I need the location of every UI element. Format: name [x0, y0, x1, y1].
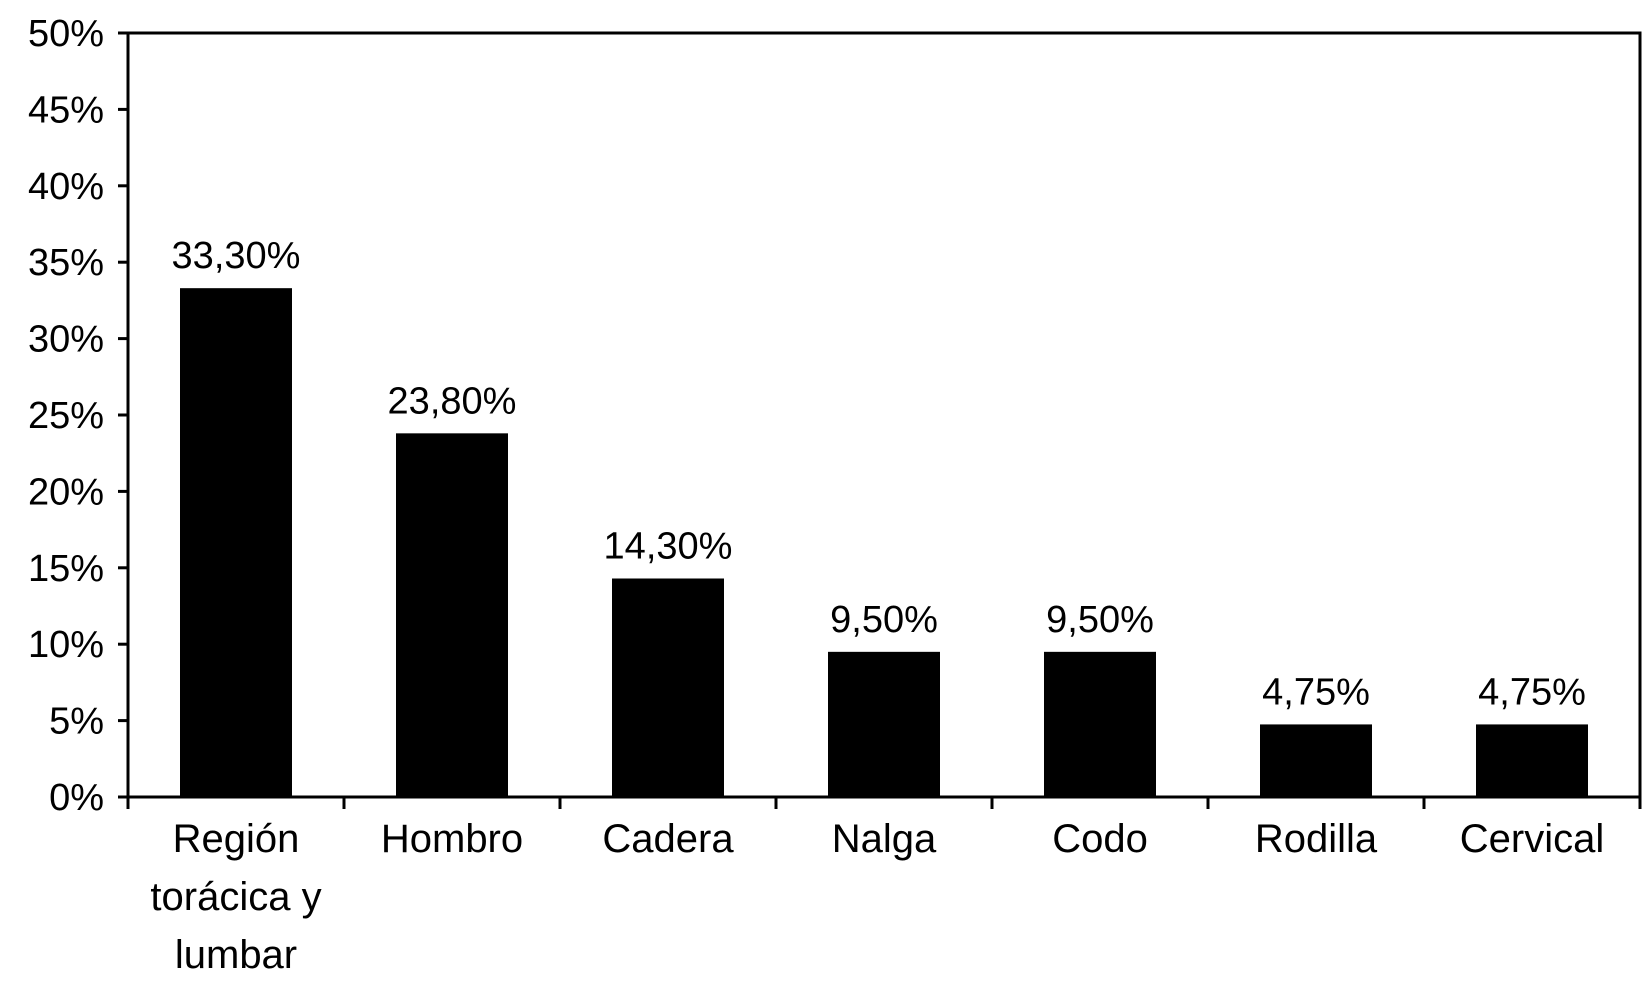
x-axis: Región torácica y lumbar Hombro Cadera Nalga C… — [126, 797, 1642, 977]
data-label: 14,30% — [604, 525, 733, 567]
y-tick-label: 20% — [28, 471, 104, 513]
y-tick-label: 40% — [28, 166, 104, 208]
y-tick-label: 35% — [28, 242, 104, 284]
bar — [1260, 724, 1372, 797]
x-tick-label: Nalga — [832, 817, 937, 861]
bar — [1044, 651, 1156, 797]
y-tick-label: 50% — [28, 13, 104, 55]
x-tick-label-line: Región — [173, 817, 300, 861]
x-tick-label: Región torácica y lumbar — [150, 817, 321, 977]
x-tick-label: Cervical — [1460, 817, 1604, 861]
y-tick-label: 25% — [28, 395, 104, 437]
data-label: 9,50% — [830, 599, 938, 641]
x-tick-label: Rodilla — [1255, 817, 1378, 861]
x-tick-label-line: Codo — [1052, 817, 1148, 861]
bar — [396, 433, 508, 797]
y-tick-label: 10% — [28, 624, 104, 666]
data-label: 9,50% — [1046, 599, 1154, 641]
x-tick-label: Cadera — [602, 817, 734, 861]
x-tick-label-line: Hombro — [381, 817, 523, 861]
bar — [1476, 724, 1588, 797]
x-tick-label: Codo — [1052, 817, 1148, 861]
y-tick-label: 0% — [49, 777, 104, 819]
data-label: 4,75% — [1478, 671, 1586, 713]
data-label: 4,75% — [1262, 671, 1370, 713]
y-tick-label: 30% — [28, 319, 104, 361]
bar — [612, 578, 724, 797]
x-tick-label-line: Cervical — [1460, 817, 1604, 861]
bars — [180, 288, 1588, 797]
x-tick-label-line: torácica y — [150, 875, 321, 919]
bar — [180, 288, 292, 797]
x-tick-label-line: Rodilla — [1255, 817, 1378, 861]
y-tick-label: 15% — [28, 548, 104, 590]
x-tick-label-line: lumbar — [175, 933, 297, 977]
y-tick-label: 5% — [49, 701, 104, 743]
x-tick-label-line: Cadera — [602, 817, 734, 861]
data-label: 33,30% — [172, 235, 301, 277]
data-labels: 33,30% 23,80% 14,30% 9,50% 9,50% 4,75% 4,75% — [172, 235, 1586, 713]
x-tick-label-line: Nalga — [832, 817, 937, 861]
y-tick-label: 45% — [28, 89, 104, 131]
bar — [828, 651, 940, 797]
y-axis: 0% 5% 10% 15% 20% 25% 30% 35% 40% 45% 50% — [28, 13, 128, 819]
x-tick-label: Hombro — [381, 817, 523, 861]
data-label: 23,80% — [388, 380, 517, 422]
